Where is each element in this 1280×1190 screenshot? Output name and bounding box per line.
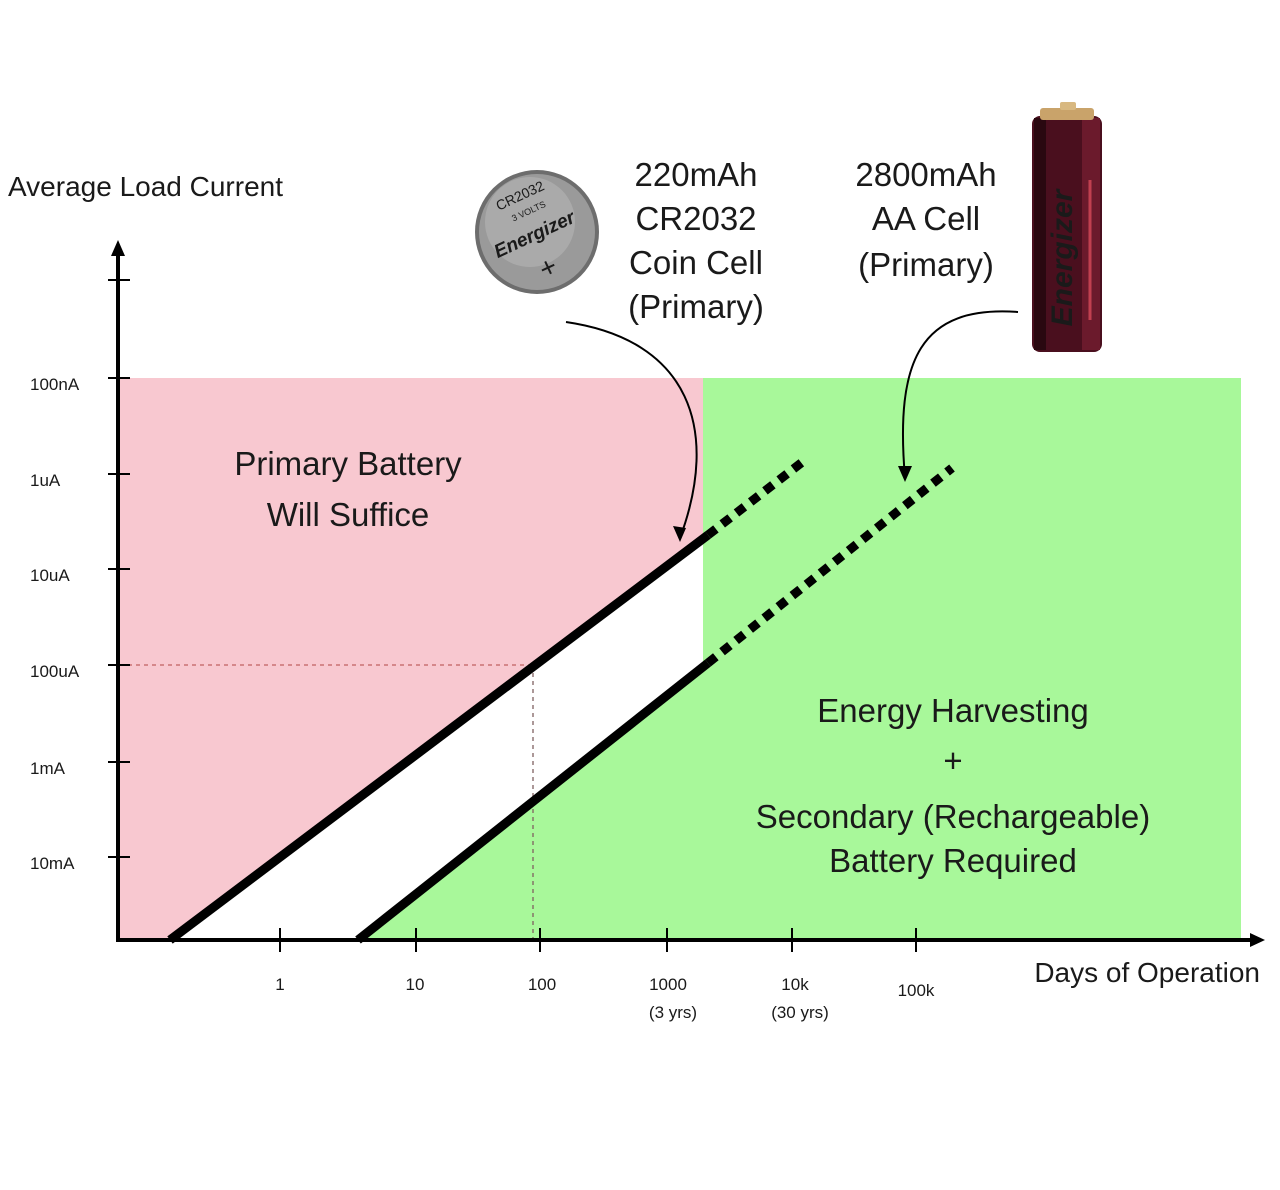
y-tick-marks [108,279,130,858]
x-tick-label: 100k [898,981,935,1000]
coin-cell-callout: 220mAh [635,156,758,193]
aa-cell-callout: (Primary) [858,246,994,283]
x-axis-title: Days of Operation [1034,957,1260,988]
harvest-region-label: Battery Required [829,842,1077,879]
x-tick-sublabel: (3 yrs) [649,1003,697,1022]
y-axis-title: Average Load Current [8,171,283,202]
harvest-region-label: Secondary (Rechargeable) [756,798,1150,835]
series-line-coin-cell [167,531,711,944]
coin-cell-arrowhead [673,526,686,542]
coin-cell-image: CR2032 3 VOLTS Energizer + [475,170,599,294]
series-extension-aa-cell [705,464,955,667]
y-tick-label: 1mA [30,759,66,778]
coin-cell-callout: Coin Cell [629,244,763,281]
coin-cell-callout: (Primary) [628,288,764,325]
x-tick-label: 10k [781,975,809,994]
coin-cell-arrow [565,321,698,539]
aa-cell-callout: AA Cell [872,200,980,237]
x-tick-sublabel: (30 yrs) [771,1003,829,1022]
y-tick-label: 1uA [30,471,61,490]
y-tick-label: 10uA [30,566,70,585]
primary-region-label: Will Suffice [267,496,430,533]
y-tick-label: 10mA [30,854,75,873]
aa-cell-callout: 2800mAh [855,156,996,193]
aa-cell-arrow [901,310,1019,479]
x-tick-label: 100 [528,975,556,994]
harvest-region-label: + [943,742,962,779]
x-tick-label: 1 [275,975,284,994]
series-extension-coin-cell [705,456,808,539]
harvest-region-label: Energy Harvesting [817,692,1088,729]
primary-region-label: Primary Battery [234,445,462,482]
y-tick-label: 100nA [30,375,80,394]
series-line-aa-cell [355,659,711,944]
y-tick-label: 100uA [30,662,80,681]
harvest-region [703,378,1241,940]
x-axis-arrow [1250,933,1265,947]
x-tick-label: 10 [406,975,425,994]
coin-cell-callout: CR2032 [635,200,756,237]
y-axis-arrow [111,240,125,256]
aa-cell-image: Energizer [1032,102,1102,352]
aa-cell-brand-text: Energizer [1046,187,1079,326]
x-tick-label: 1000 [649,975,687,994]
aa-cell-arrowhead [898,466,912,482]
x-tick-marks [279,928,917,952]
